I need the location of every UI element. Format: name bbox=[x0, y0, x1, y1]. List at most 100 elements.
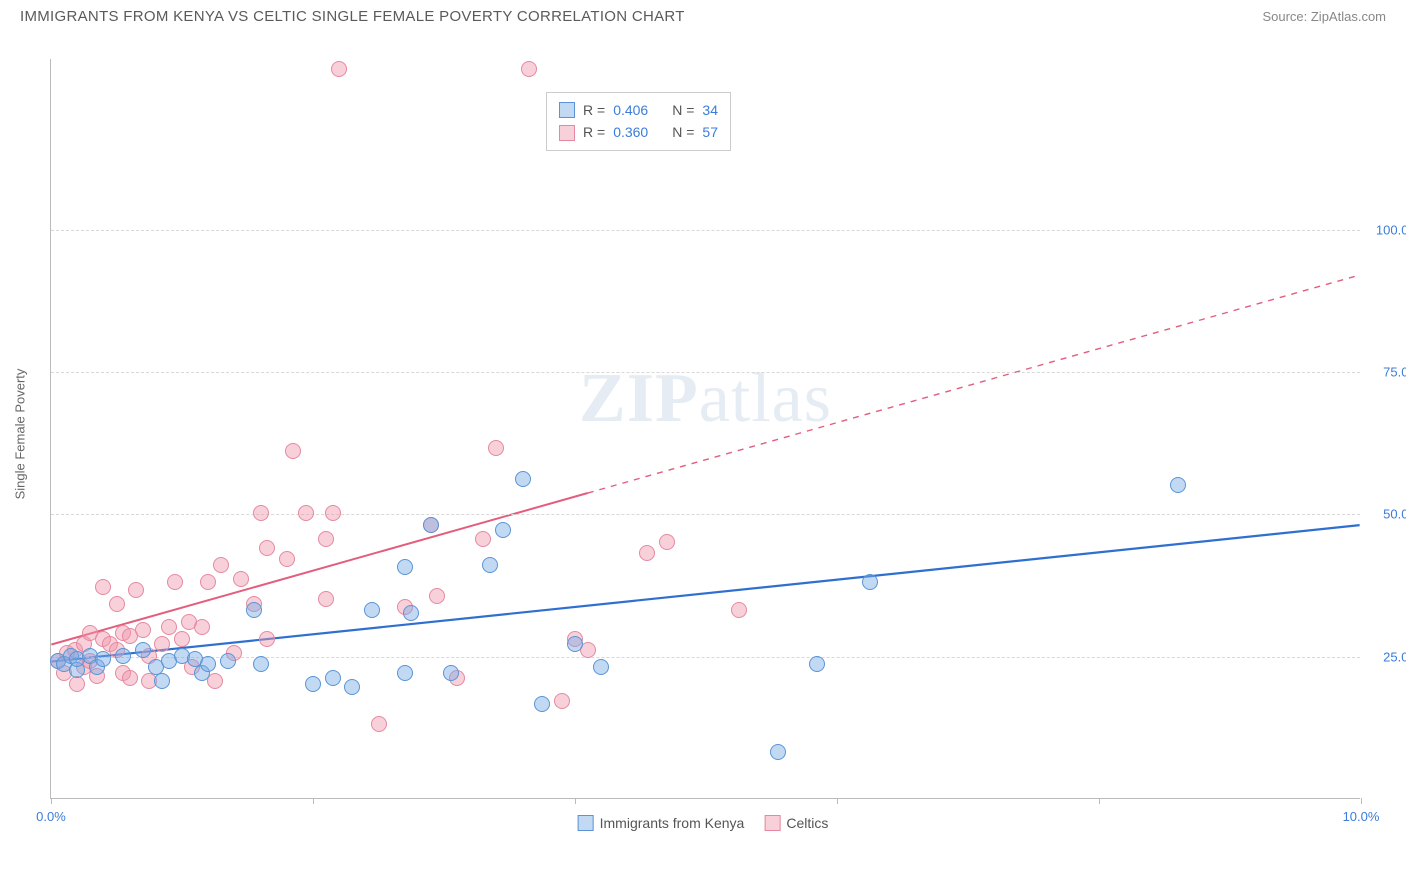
scatter-point bbox=[495, 522, 511, 538]
scatter-point bbox=[1170, 477, 1186, 493]
scatter-point bbox=[207, 673, 223, 689]
scatter-point bbox=[200, 656, 216, 672]
scatter-point bbox=[220, 653, 236, 669]
scatter-point bbox=[213, 557, 229, 573]
scatter-point bbox=[475, 531, 491, 547]
r-value-blue: 0.406 bbox=[613, 99, 648, 121]
x-tick-label: 0.0% bbox=[36, 809, 66, 824]
scatter-point bbox=[259, 540, 275, 556]
scatter-point bbox=[174, 631, 190, 647]
series-name-pink: Celtics bbox=[786, 815, 828, 831]
legend-row-blue: R = 0.406 N = 34 bbox=[559, 99, 718, 121]
scatter-point bbox=[253, 656, 269, 672]
scatter-point bbox=[862, 574, 878, 590]
x-tick bbox=[51, 798, 52, 804]
scatter-point bbox=[554, 693, 570, 709]
chart-title: IMMIGRANTS FROM KENYA VS CELTIC SINGLE F… bbox=[20, 8, 685, 25]
y-tick-label: 75.0% bbox=[1365, 365, 1406, 380]
r-value-pink: 0.360 bbox=[613, 121, 648, 143]
gridline bbox=[51, 657, 1360, 658]
scatter-point bbox=[154, 636, 170, 652]
scatter-point bbox=[128, 582, 144, 598]
chart-source: Source: ZipAtlas.com bbox=[1262, 9, 1386, 24]
scatter-point bbox=[285, 443, 301, 459]
scatter-point bbox=[534, 696, 550, 712]
scatter-point bbox=[109, 596, 125, 612]
scatter-point bbox=[639, 545, 655, 561]
scatter-point bbox=[443, 665, 459, 681]
x-tick-label: 10.0% bbox=[1343, 809, 1380, 824]
scatter-point bbox=[69, 676, 85, 692]
y-axis-title: Single Female Poverty bbox=[13, 369, 28, 500]
legend-item-blue: Immigrants from Kenya bbox=[578, 815, 745, 831]
gridline bbox=[51, 514, 1360, 515]
scatter-point bbox=[403, 605, 419, 621]
scatter-point bbox=[371, 716, 387, 732]
watermark: ZIPatlas bbox=[579, 359, 832, 439]
scatter-point bbox=[809, 656, 825, 672]
scatter-point bbox=[200, 574, 216, 590]
scatter-point bbox=[135, 642, 151, 658]
scatter-point bbox=[95, 579, 111, 595]
scatter-point bbox=[305, 676, 321, 692]
scatter-point bbox=[279, 551, 295, 567]
y-tick-label: 25.0% bbox=[1365, 649, 1406, 664]
n-label: N = bbox=[672, 99, 694, 121]
scatter-point bbox=[325, 670, 341, 686]
scatter-point bbox=[731, 602, 747, 618]
scatter-point bbox=[331, 61, 347, 77]
swatch-blue bbox=[578, 815, 594, 831]
n-value-pink: 57 bbox=[702, 121, 718, 143]
series-name-blue: Immigrants from Kenya bbox=[600, 815, 745, 831]
scatter-point bbox=[567, 636, 583, 652]
x-tick bbox=[575, 798, 576, 804]
scatter-point bbox=[482, 557, 498, 573]
scatter-point bbox=[194, 619, 210, 635]
r-label: R = bbox=[583, 121, 605, 143]
y-tick-label: 100.0% bbox=[1365, 222, 1406, 237]
legend-series: Immigrants from Kenya Celtics bbox=[578, 815, 829, 831]
x-tick bbox=[1099, 798, 1100, 804]
scatter-point bbox=[122, 670, 138, 686]
x-tick bbox=[1361, 798, 1362, 804]
scatter-point bbox=[253, 505, 269, 521]
scatter-point bbox=[115, 648, 131, 664]
scatter-point bbox=[325, 505, 341, 521]
scatter-point bbox=[246, 602, 262, 618]
scatter-point bbox=[488, 440, 504, 456]
scatter-point bbox=[259, 631, 275, 647]
scatter-point bbox=[344, 679, 360, 695]
scatter-point bbox=[521, 61, 537, 77]
swatch-pink bbox=[764, 815, 780, 831]
y-tick-label: 50.0% bbox=[1365, 507, 1406, 522]
plot-area: ZIPatlas R = 0.406 N = 34 R = 0.360 N = … bbox=[50, 59, 1360, 799]
r-label: R = bbox=[583, 99, 605, 121]
x-tick bbox=[837, 798, 838, 804]
legend-correlation: R = 0.406 N = 34 R = 0.360 N = 57 bbox=[546, 92, 731, 151]
scatter-point bbox=[659, 534, 675, 550]
scatter-point bbox=[318, 591, 334, 607]
gridline bbox=[51, 230, 1360, 231]
scatter-point bbox=[135, 622, 151, 638]
swatch-blue bbox=[559, 102, 575, 118]
legend-item-pink: Celtics bbox=[764, 815, 828, 831]
scatter-point bbox=[397, 665, 413, 681]
scatter-point bbox=[397, 559, 413, 575]
scatter-point bbox=[95, 651, 111, 667]
scatter-point bbox=[298, 505, 314, 521]
n-label: N = bbox=[672, 121, 694, 143]
chart-header: IMMIGRANTS FROM KENYA VS CELTIC SINGLE F… bbox=[0, 0, 1406, 29]
scatter-point bbox=[593, 659, 609, 675]
scatter-point bbox=[770, 744, 786, 760]
trend-lines bbox=[51, 59, 1360, 798]
chart-container: Single Female Poverty ZIPatlas R = 0.406… bbox=[0, 29, 1406, 839]
gridline bbox=[51, 372, 1360, 373]
scatter-point bbox=[161, 619, 177, 635]
scatter-point bbox=[423, 517, 439, 533]
scatter-point bbox=[154, 673, 170, 689]
x-tick bbox=[313, 798, 314, 804]
scatter-point bbox=[364, 602, 380, 618]
scatter-point bbox=[167, 574, 183, 590]
scatter-point bbox=[515, 471, 531, 487]
scatter-point bbox=[429, 588, 445, 604]
